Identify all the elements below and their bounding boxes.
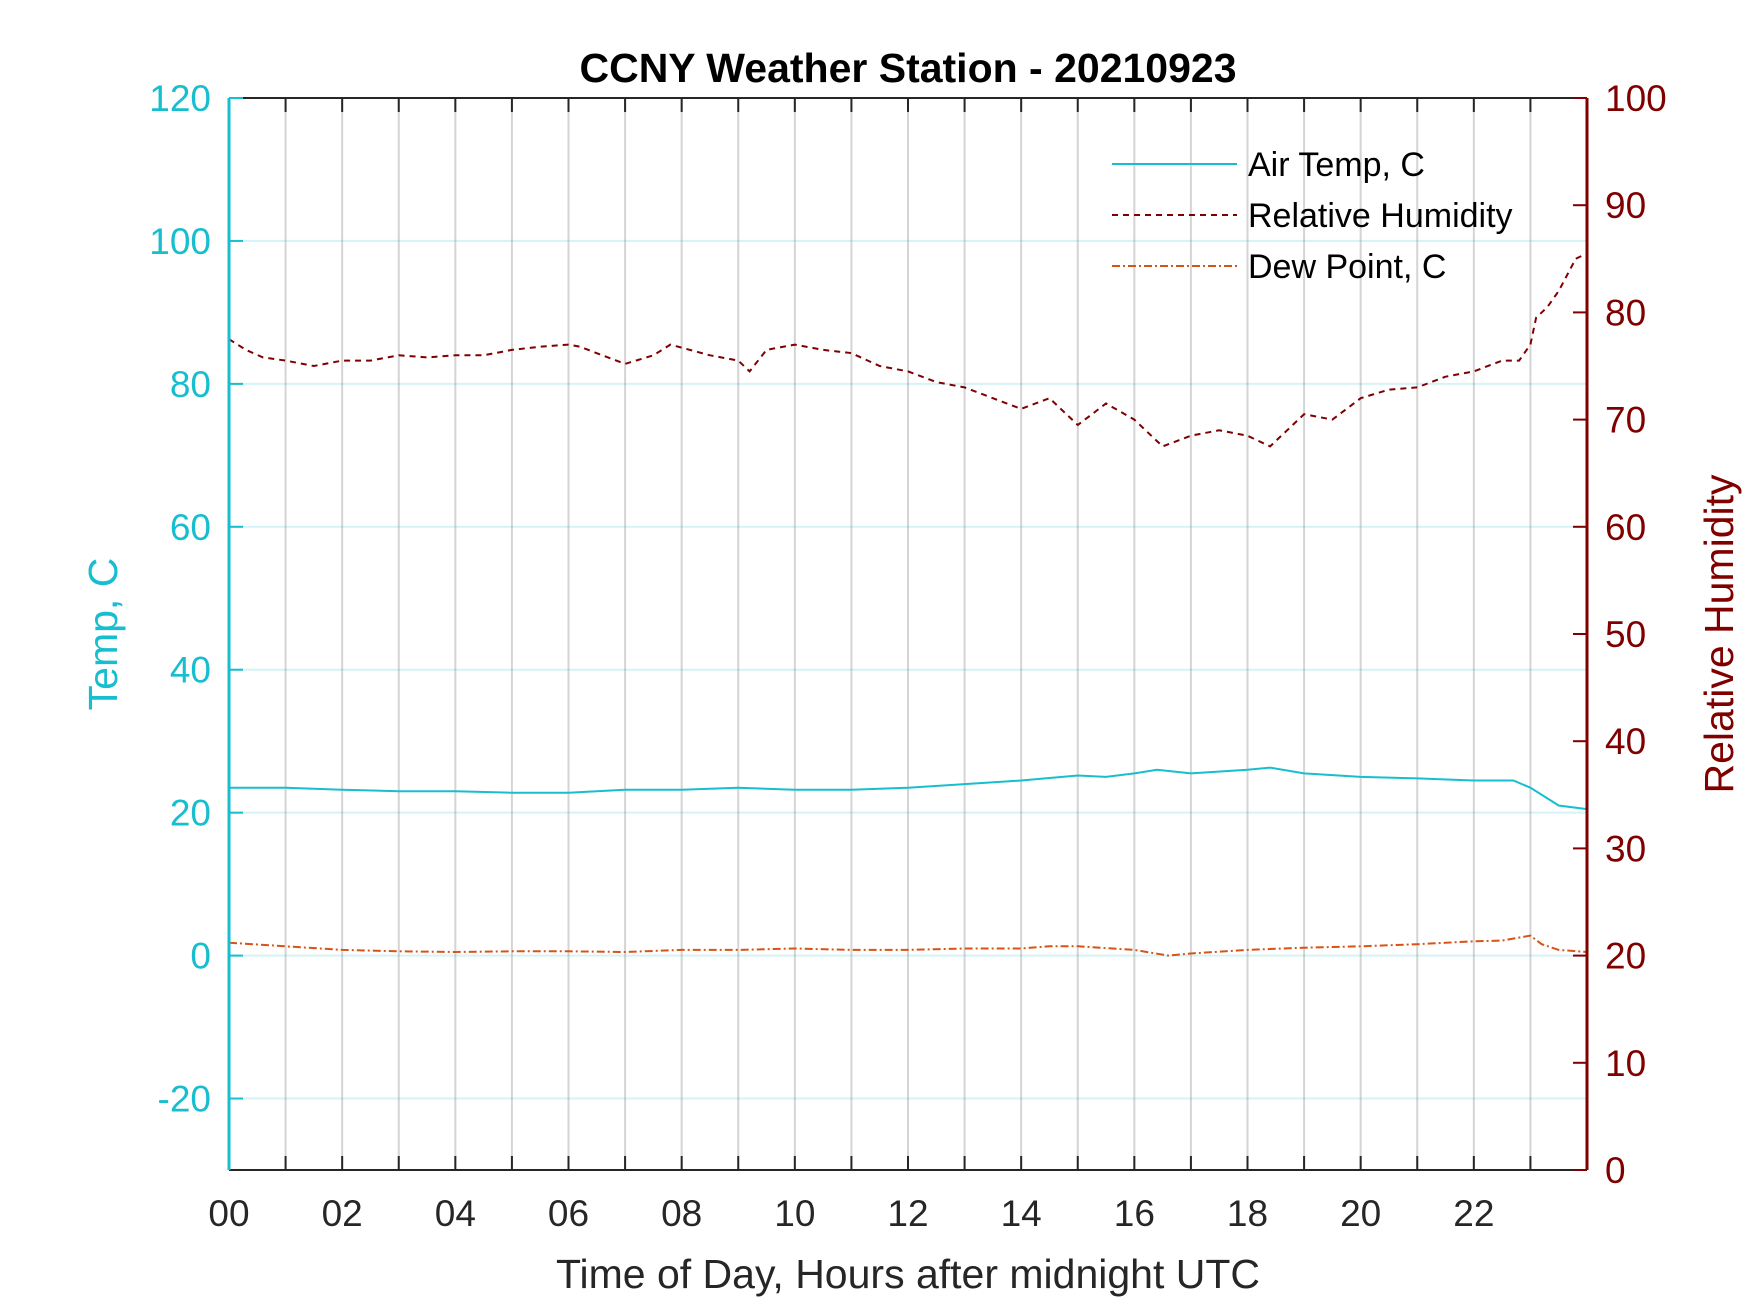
y-left-tick-label: 60 xyxy=(170,507,211,548)
x-tick-label: 08 xyxy=(661,1193,702,1234)
y-right-tick-label: 70 xyxy=(1605,400,1646,441)
y-right-tick-label: 80 xyxy=(1605,292,1646,333)
y-left-tick-label: 40 xyxy=(170,650,211,691)
y-right-tick-label: 40 xyxy=(1605,721,1646,762)
x-tick-label: 18 xyxy=(1227,1193,1268,1234)
x-tick-label: 12 xyxy=(887,1193,928,1234)
y-right-tick-label: 10 xyxy=(1605,1043,1646,1084)
legend-label: Relative Humidity xyxy=(1248,197,1513,235)
y-left-tick-label: -20 xyxy=(158,1079,211,1120)
y-right-tick-label: 30 xyxy=(1605,828,1646,869)
dew-point-line xyxy=(228,934,1588,957)
y-right-tick-label: 0 xyxy=(1605,1150,1626,1191)
x-tick-label: 00 xyxy=(208,1193,249,1234)
y-left-tick-label: 0 xyxy=(190,936,211,977)
legend-label: Dew Point, C xyxy=(1248,248,1446,286)
x-tick-label: 20 xyxy=(1340,1193,1381,1234)
x-tick-label: 14 xyxy=(1001,1193,1042,1234)
y-right-tick-label: 100 xyxy=(1605,78,1667,119)
air-temp-line xyxy=(229,766,1588,811)
x-tick-label: 10 xyxy=(774,1193,815,1234)
y-left-tick-label: 120 xyxy=(149,78,211,119)
relative-humidity-line xyxy=(228,252,1588,448)
y-left-tick-label: 20 xyxy=(170,793,211,834)
y-right-tick-label: 50 xyxy=(1605,614,1646,655)
x-tick-label: 04 xyxy=(435,1193,476,1234)
x-tick-label: 02 xyxy=(322,1193,363,1234)
x-tick-label: 06 xyxy=(548,1193,589,1234)
y-right-tick-label: 90 xyxy=(1605,185,1646,226)
x-axis-label: Time of Day, Hours after midnight UTC xyxy=(556,1251,1260,1297)
y-right-tick-label: 60 xyxy=(1605,507,1646,548)
x-tick-label: 22 xyxy=(1453,1193,1494,1234)
chart-title: CCNY Weather Station - 20210923 xyxy=(579,45,1236,91)
y-left-tick-label: 100 xyxy=(149,221,211,262)
y-left-tick-label: 80 xyxy=(170,364,211,405)
y-left-axis-label: Temp, C xyxy=(80,558,126,711)
legend-label: Air Temp, C xyxy=(1248,146,1425,184)
y-right-tick-label: 20 xyxy=(1605,936,1646,977)
x-tick-label: 16 xyxy=(1114,1193,1155,1234)
y-right-axis-label: Relative Humidity xyxy=(1696,474,1742,793)
